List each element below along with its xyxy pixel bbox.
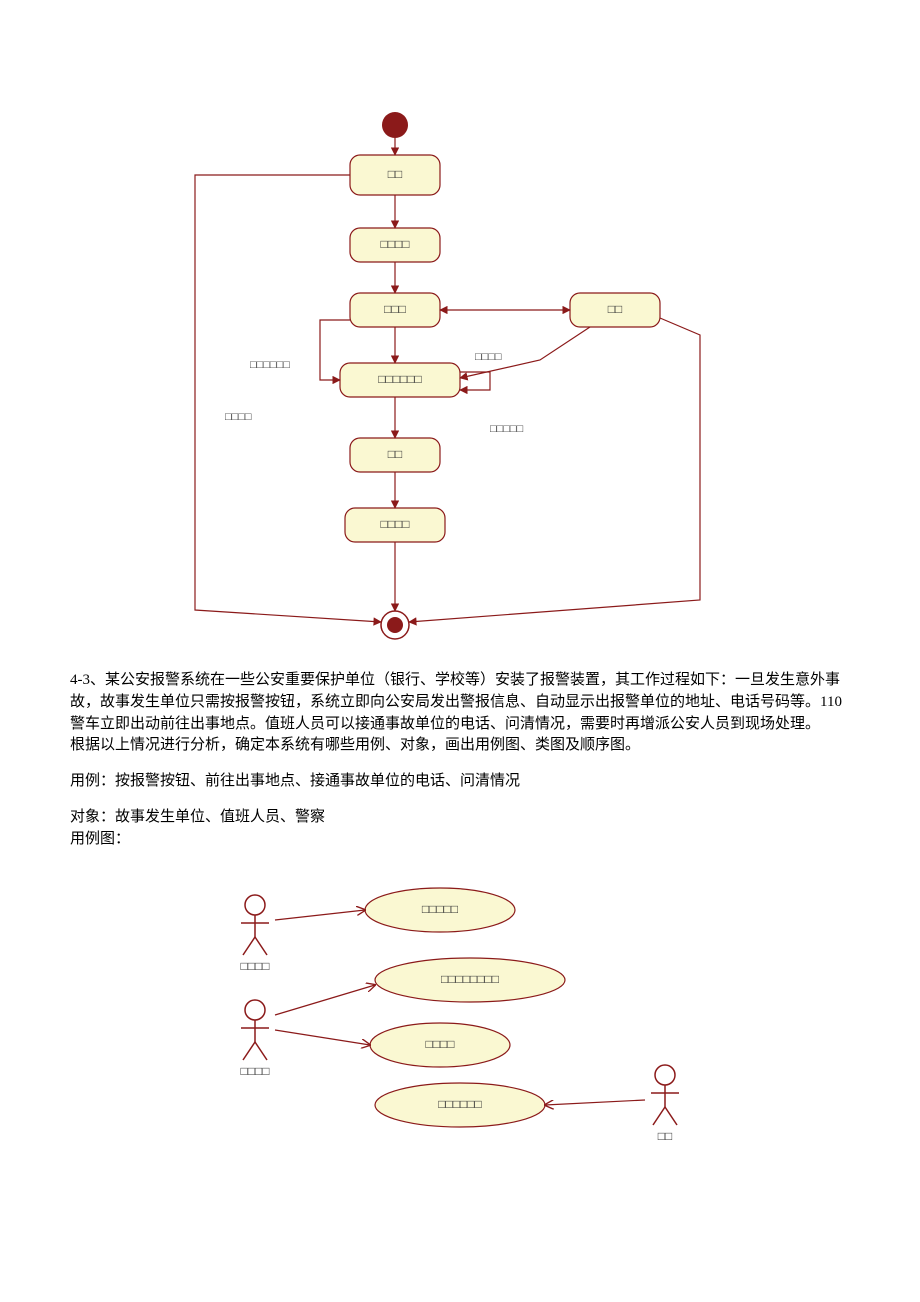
edge-label-n7: □□□□□ <box>490 423 524 435</box>
actor-a1-label: □□□□ <box>241 959 270 973</box>
activity-n6-label: □□□□ <box>381 517 410 531</box>
para-3: 用例：按报警按钮、前往出事地点、接通事故单位的电话、问清情况 <box>70 771 850 793</box>
actor-a2-label: □□□□ <box>241 1064 270 1078</box>
usecase-svg: □□□□ □□□□ □□ □□□□□ <box>0 850 920 1170</box>
assoc-a3-u4 <box>545 1100 645 1105</box>
para-1: 4-3、某公安报警系统在一些公安重要保护单位（银行、学校等）安装了报警装置，其工… <box>70 670 850 735</box>
activity-n7-label: □□ <box>608 302 623 316</box>
activity-diagram: □□ □□□□ □□□ □□□□□□ □□ □□□□ □□ <box>0 0 920 670</box>
actor-a3 <box>651 1065 679 1125</box>
actor-a1 <box>241 895 269 955</box>
para-2: 根据以上情况进行分析，确定本系统有哪些用例、对象，画出用例图、类图及顺序图。 <box>70 735 850 757</box>
assoc-a2-u2 <box>275 985 375 1015</box>
activity-n3-label: □□□ <box>384 302 406 316</box>
usecase-u2-label: □□□□□□□□ <box>441 972 499 986</box>
usecase-u3-label: □□□□ <box>426 1037 455 1051</box>
usecase-diagram: □□□□ □□□□ □□ □□□□□ <box>0 850 920 1170</box>
assoc-a1-u1 <box>275 910 365 920</box>
activity-n1-label: □□ <box>388 167 403 181</box>
edge-label-left: □□□□ <box>225 411 252 423</box>
para-5: 用例图： <box>70 829 850 851</box>
activity-n2-label: □□□□ <box>381 237 410 251</box>
end-node <box>381 611 409 639</box>
activity-n5-label: □□ <box>388 447 403 461</box>
start-node <box>382 112 408 138</box>
edge-label-self: □□□□ <box>475 351 502 363</box>
actor-a3-label: □□ <box>658 1129 673 1143</box>
edge-label-midleft: □□□□□□ <box>250 359 290 371</box>
para-4: 对象：故事发生单位、值班人员、警察 <box>70 807 850 829</box>
activity-n4-label: □□□□□□ <box>378 372 422 386</box>
problem-text: 4-3、某公安报警系统在一些公安重要保护单位（银行、学校等）安装了报警装置，其工… <box>0 670 920 850</box>
usecase-u1-label: □□□□□ <box>422 902 458 916</box>
usecase-u4-label: □□□□□□ <box>438 1097 482 1111</box>
activity-svg: □□ □□□□ □□□ □□□□□□ □□ □□□□ □□ <box>0 0 920 670</box>
actor-a2 <box>241 1000 269 1060</box>
assoc-a2-u3 <box>275 1030 370 1045</box>
